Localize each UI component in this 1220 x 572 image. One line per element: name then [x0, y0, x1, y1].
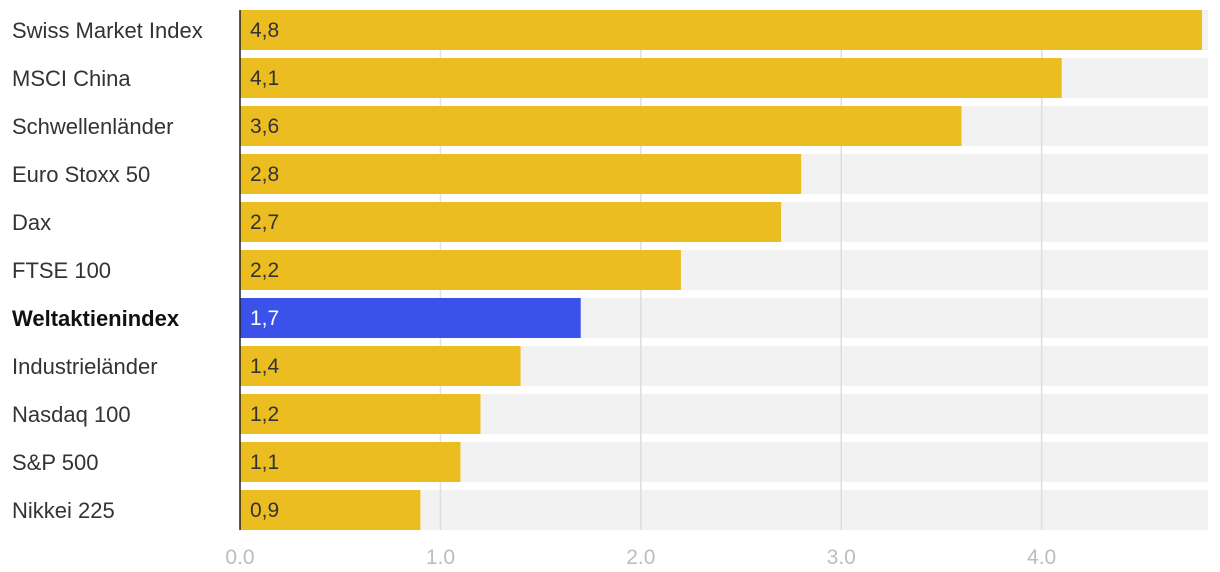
bar-msci-china [240, 58, 1062, 98]
bar-euro-stoxx-50 [240, 154, 802, 194]
category-label-weltaktienindex: Weltaktienindex [12, 306, 180, 331]
value-label-weltaktienindex: 1,7 [250, 307, 279, 330]
bar-industrielander [240, 346, 521, 386]
value-label-dax: 2,7 [250, 211, 279, 234]
category-label-ftse-100: FTSE 100 [12, 258, 111, 283]
x-tick-label-1: 1.0 [426, 546, 455, 569]
value-label-msci-china: 4,1 [250, 67, 279, 90]
bar-ftse-100 [240, 250, 681, 290]
value-label-industrielander: 1,4 [250, 355, 280, 378]
bar-swiss-market-index [240, 10, 1202, 50]
x-tick-label-3: 3.0 [827, 546, 856, 569]
x-tick-label-4: 4.0 [1027, 546, 1056, 569]
x-tick-label-0: 0.0 [225, 546, 254, 569]
value-label-swiss-market-index: 4,8 [250, 19, 279, 42]
category-label-euro-stoxx-50: Euro Stoxx 50 [12, 162, 150, 187]
bar-nasdaq-100 [240, 394, 481, 434]
x-tick-label-2: 2.0 [626, 546, 655, 569]
bar-weltaktienindex [240, 298, 581, 338]
bar-dax [240, 202, 782, 242]
category-label-msci-china: MSCI China [12, 66, 131, 91]
bars [240, 10, 1202, 530]
category-label-nikkei-225: Nikkei 225 [12, 498, 115, 523]
x-axis-ticks: 0.0 1.0 2.0 3.0 4.0 [225, 546, 1056, 569]
value-label-nasdaq-100: 1,2 [250, 403, 279, 426]
value-label-schwellenlander: 3,6 [250, 115, 279, 138]
bar-schwellenlander [240, 106, 962, 146]
value-label-ftse-100: 2,2 [250, 259, 279, 282]
bar-s-p-500 [240, 442, 461, 482]
category-labels: Swiss Market Index MSCI China Schwellenlän… [12, 18, 203, 523]
category-label-schwellenlander: Schwellenländer [12, 114, 173, 139]
bar-nikkei-225 [240, 490, 421, 530]
category-label-industrielander: Industrieländer [12, 354, 158, 379]
category-label-nasdaq-100: Nasdaq 100 [12, 402, 131, 427]
category-label-dax: Dax [12, 210, 51, 235]
category-label-s-p-500: S&P 500 [12, 450, 98, 475]
value-label-s-p-500: 1,1 [250, 451, 279, 474]
value-label-nikkei-225: 0,9 [250, 499, 279, 522]
category-label-swiss-market-index: Swiss Market Index [12, 18, 203, 43]
value-label-euro-stoxx-50: 2,8 [250, 163, 279, 186]
value-labels: 4,8 4,1 3,6 2,8 2,7 2,2 1,7 1,4 1,2 1,1 0,9 [250, 19, 280, 522]
